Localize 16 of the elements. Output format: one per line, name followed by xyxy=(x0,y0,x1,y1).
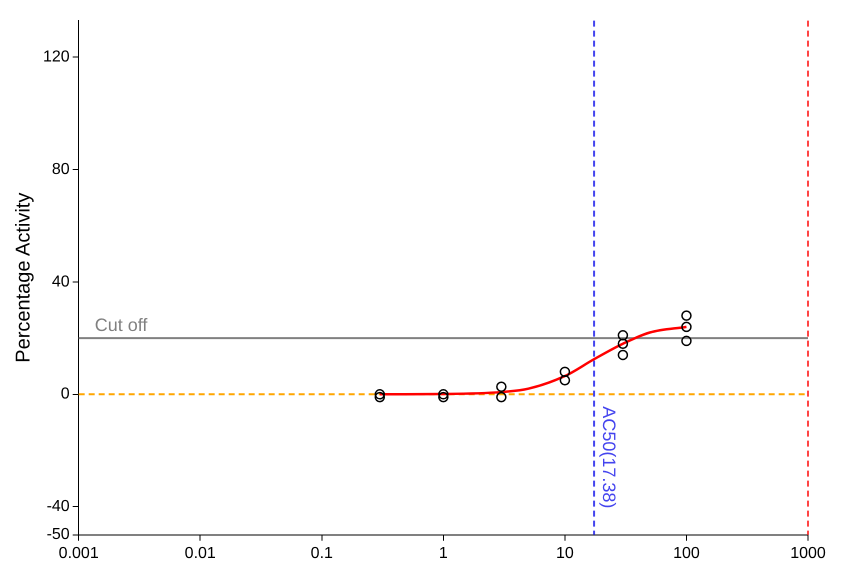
y-tick-label: 80 xyxy=(52,160,70,178)
y-tick-label: -50 xyxy=(46,526,70,544)
x-tick-label: 0.001 xyxy=(58,544,99,562)
ref-line-label: AC50(17.38) xyxy=(599,406,620,508)
y-tick-label: 120 xyxy=(42,48,70,66)
y-tick-label: 0 xyxy=(60,386,70,403)
x-tick-label: 0.1 xyxy=(310,544,334,562)
y-axis-title: Percentage Activity xyxy=(12,192,35,363)
x-tick-label: 10 xyxy=(556,544,574,562)
y-tick-label: 40 xyxy=(52,273,70,290)
x-tick-label: 0.01 xyxy=(184,544,216,562)
y-tick-label: -40 xyxy=(46,498,70,516)
x-tick-label: 1 xyxy=(438,544,448,562)
x-tick-label: 1000 xyxy=(790,544,826,562)
ref-line-label: Cut off xyxy=(94,315,148,336)
x-tick-label: 100 xyxy=(673,544,700,562)
